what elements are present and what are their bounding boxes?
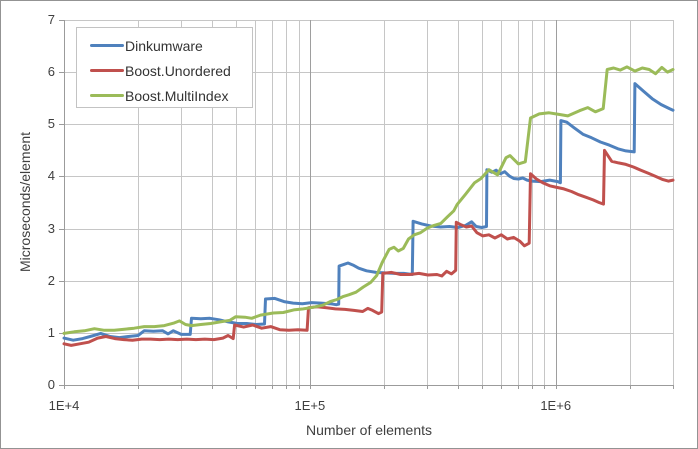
- series-line-boost-unordered: [62, 148, 675, 347]
- y-tick-label: 4: [47, 168, 55, 184]
- legend: Dinkumware Boost.Unordered Boost.MultiIn…: [76, 27, 253, 108]
- legend-entry-boost-unordered: Boost.Unordered: [77, 58, 252, 83]
- y-axis-title: Microseconds/element: [17, 131, 33, 273]
- series-line-boost-multiindex: [62, 65, 675, 335]
- y-tick-label: 7: [47, 12, 55, 27]
- series-line-dinkumware: [62, 82, 675, 342]
- legend-swatch-line: [90, 44, 124, 47]
- y-tick-label: 0: [47, 377, 55, 392]
- x-tick-label: 1E+5: [294, 398, 326, 413]
- legend-swatch-line: [90, 94, 124, 97]
- x-tick-label: 1E+6: [540, 398, 572, 413]
- x-tick-label: 1E+4: [48, 398, 80, 413]
- legend-entry-dinkumware: Dinkumware: [77, 33, 252, 58]
- y-tick-label: 3: [47, 220, 55, 236]
- y-tick-label: 5: [47, 116, 55, 132]
- y-tick-label: 6: [47, 64, 55, 80]
- legend-label: Boost.Unordered: [125, 62, 231, 79]
- y-tick-label: 2: [47, 272, 55, 288]
- legend-entry-boost-multiindex: Boost.MultiIndex: [77, 83, 252, 108]
- legend-label: Dinkumware: [125, 37, 203, 54]
- x-axis-title: Number of elements: [305, 422, 433, 438]
- legend-swatch-line: [90, 69, 124, 72]
- legend-label: Boost.MultiIndex: [125, 87, 229, 104]
- y-tick-label: 1: [47, 324, 55, 340]
